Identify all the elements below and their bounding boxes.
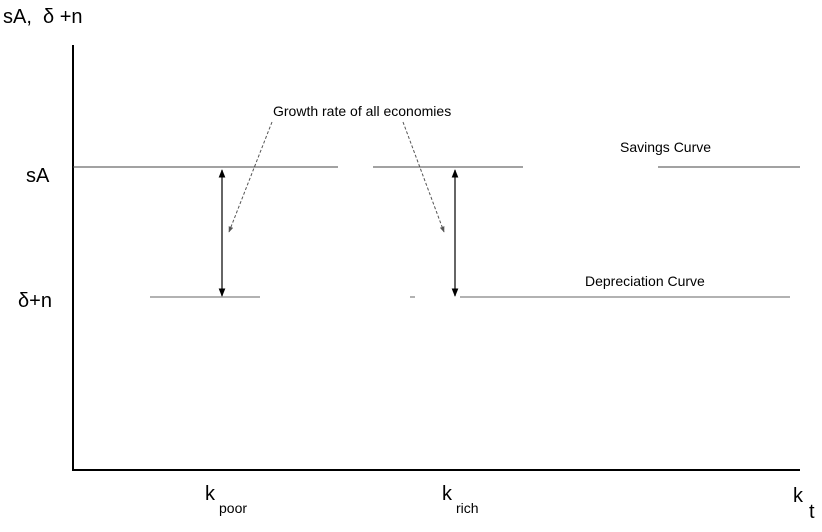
- pointer-arrow: [402, 121, 445, 233]
- x-axis-label: kt: [793, 485, 815, 523]
- y-axis-label: sA, δ +n: [3, 6, 83, 28]
- annotation: Growth rate of all economies: [273, 103, 451, 119]
- curve-label: Savings Curve: [620, 139, 711, 155]
- level-label: sA: [26, 165, 50, 187]
- x-point-label: krich: [442, 483, 479, 516]
- x-point-label: kpoor: [205, 483, 247, 516]
- x-point-sub: rich: [456, 500, 479, 516]
- level-label: δ+n: [18, 290, 52, 312]
- x-point-main: k: [205, 483, 216, 505]
- x-point-sub: poor: [219, 500, 247, 516]
- x-axis-main: k: [793, 485, 804, 507]
- x-axis-sub: t: [809, 501, 815, 523]
- pointer-arrow: [228, 121, 273, 233]
- x-point-main: k: [442, 483, 453, 505]
- curve-label: Depreciation Curve: [585, 273, 705, 289]
